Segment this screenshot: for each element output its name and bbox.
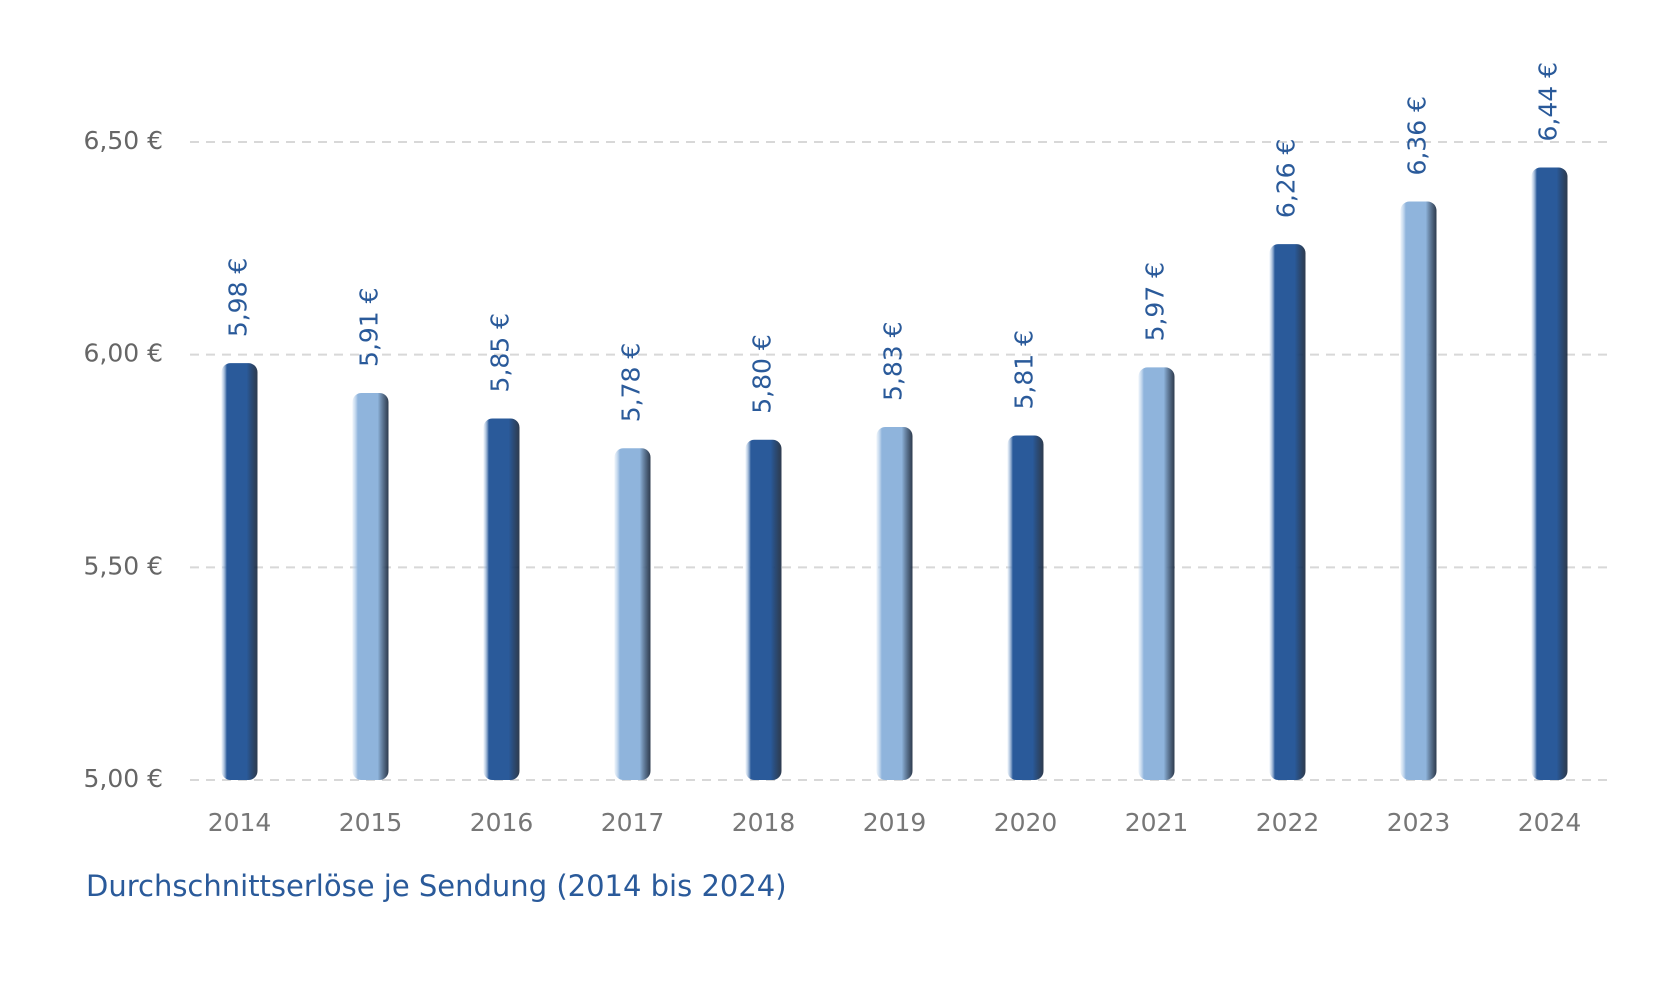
x-tick-label: 2015 <box>339 808 403 837</box>
x-tick-label: 2022 <box>1256 808 1320 837</box>
bar <box>614 448 651 780</box>
value-label: 6,26 € <box>1272 139 1301 219</box>
value-label: 5,97 € <box>1141 262 1170 342</box>
bar <box>221 363 258 780</box>
y-tick-label: 6,50 € <box>83 126 163 155</box>
x-tick-label: 2020 <box>994 808 1058 837</box>
y-tick-label: 5,50 € <box>83 551 163 580</box>
value-label: 5,80 € <box>748 334 777 414</box>
x-tick-label: 2021 <box>1125 808 1189 837</box>
x-tick-label: 2019 <box>863 808 927 837</box>
bar <box>1007 435 1044 780</box>
y-tick-label: 6,00 € <box>83 339 163 368</box>
value-label: 5,78 € <box>617 343 646 423</box>
value-label: 5,81 € <box>1010 330 1039 410</box>
value-label: 6,44 € <box>1534 62 1563 142</box>
x-tick-label: 2018 <box>732 808 796 837</box>
x-tick-label: 2014 <box>208 808 272 837</box>
value-label: 5,91 € <box>355 287 384 367</box>
bar <box>876 426 913 780</box>
x-tick-label: 2016 <box>470 808 534 837</box>
x-tick-label: 2017 <box>601 808 665 837</box>
bar <box>1531 167 1568 780</box>
bar <box>1400 201 1437 781</box>
bar <box>1269 244 1306 780</box>
value-label: 6,36 € <box>1403 96 1432 176</box>
x-tick-label: 2023 <box>1387 808 1451 837</box>
x-tick-label: 2024 <box>1518 808 1582 837</box>
value-label: 5,83 € <box>879 321 908 401</box>
bar <box>483 418 520 780</box>
value-label: 5,98 € <box>224 258 253 338</box>
chart-title: Durchschnittserlöse je Sendung (2014 bis… <box>86 869 787 903</box>
y-tick-label: 5,00 € <box>83 764 163 793</box>
bar <box>1138 367 1175 780</box>
value-label: 5,85 € <box>486 313 515 393</box>
bar <box>352 392 389 780</box>
bar <box>745 439 782 780</box>
